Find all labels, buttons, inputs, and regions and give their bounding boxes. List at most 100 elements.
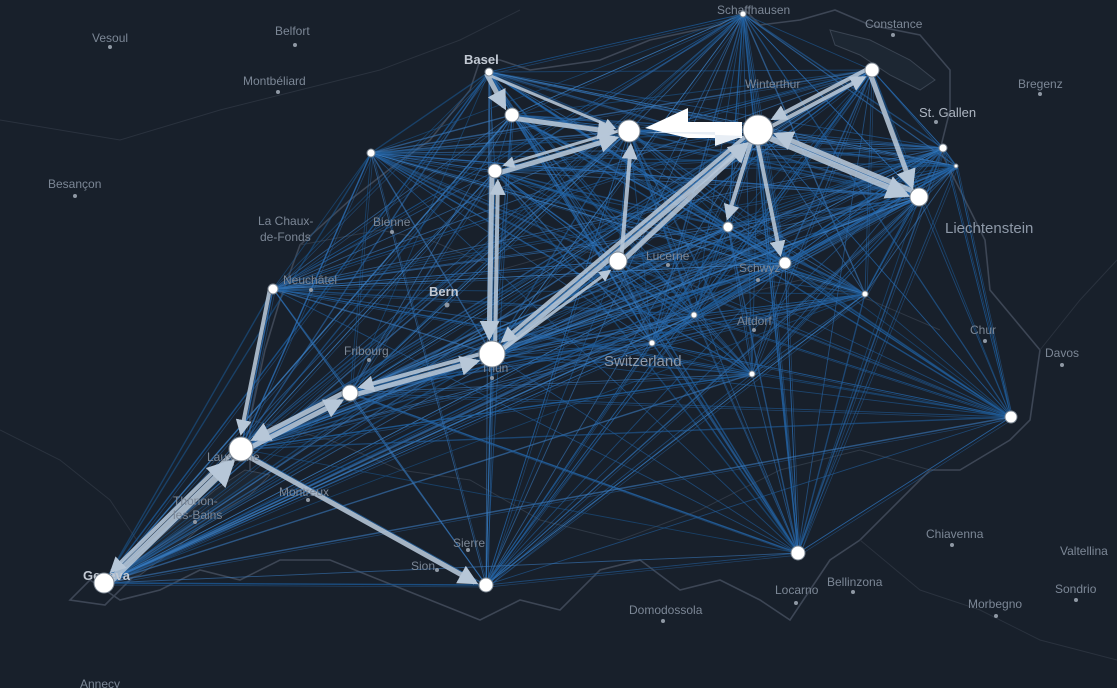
flow-line xyxy=(485,262,786,586)
flow-line xyxy=(240,71,490,450)
flow-line xyxy=(370,152,493,355)
node-fribourg[interactable] xyxy=(341,384,359,402)
flow-line xyxy=(349,392,799,554)
major-flow-arrow xyxy=(723,128,758,221)
major-flow-arrow xyxy=(770,65,872,121)
flow-line xyxy=(485,416,1012,586)
flow-line xyxy=(695,316,1014,420)
node-glarus[interactable] xyxy=(861,290,869,298)
flow-line xyxy=(240,129,759,450)
flow-line xyxy=(242,132,632,452)
place-switzerland: Switzerland xyxy=(604,353,682,370)
flow-line xyxy=(103,416,1012,584)
flow-line xyxy=(240,293,866,450)
node-jura[interactable] xyxy=(366,148,376,158)
flow-line xyxy=(372,154,922,200)
flow-line xyxy=(866,198,922,297)
flow-line xyxy=(491,314,695,355)
flow-line xyxy=(349,293,866,394)
major-flow-arrow xyxy=(511,115,618,140)
flow-line xyxy=(727,226,866,295)
node-olten[interactable] xyxy=(487,163,503,179)
flow-line xyxy=(370,152,496,172)
place-liechtenstein: Liechtenstein xyxy=(945,220,1033,237)
place-constance: Constance xyxy=(865,17,923,31)
place-basel: Basel xyxy=(464,52,499,67)
node-kreuzlingen[interactable] xyxy=(864,62,880,78)
flow-line xyxy=(491,353,753,375)
major-flow-arrow xyxy=(479,170,500,341)
node-valais[interactable] xyxy=(478,577,494,593)
flow-line xyxy=(494,114,513,172)
node-zug[interactable] xyxy=(722,221,734,233)
place-sion: Sion xyxy=(411,559,435,573)
flow-nodes[interactable] xyxy=(93,10,1018,594)
flow-line xyxy=(491,293,866,355)
flow-line xyxy=(488,69,873,73)
place-annecy: Annecy xyxy=(80,677,120,688)
node-aarau[interactable] xyxy=(617,119,641,143)
flow-line xyxy=(742,13,799,554)
place-winterthur: Winterthur xyxy=(745,77,800,91)
node-lucerne[interactable] xyxy=(608,251,628,271)
place-biel: Bienne xyxy=(373,215,411,229)
flow-line xyxy=(799,167,959,556)
flow-line xyxy=(784,69,873,264)
internal-boundary-6 xyxy=(1039,259,1117,351)
flow-line xyxy=(653,264,788,346)
node-obwalden[interactable] xyxy=(648,339,656,347)
flow-line xyxy=(272,260,619,290)
node-st-gallen[interactable] xyxy=(909,187,929,207)
node-appenzell-2[interactable] xyxy=(953,163,959,169)
flow-line xyxy=(487,295,868,588)
flow-line xyxy=(274,264,788,292)
node-basel[interactable] xyxy=(484,67,494,77)
flow-line xyxy=(274,131,761,292)
flow-line xyxy=(729,228,868,297)
major-flow-arrow xyxy=(241,398,345,454)
major-flow-arrow xyxy=(492,141,749,359)
node-nidwalden[interactable] xyxy=(690,311,698,319)
flow-line xyxy=(617,260,786,264)
flow-line xyxy=(485,260,619,586)
node-geneva[interactable] xyxy=(93,572,115,594)
flow-line xyxy=(272,196,920,290)
node-graubunden[interactable] xyxy=(1004,410,1018,424)
zurich-aarau-flow-arrow xyxy=(645,108,742,138)
node-schaffhausen[interactable] xyxy=(739,10,747,18)
flow-line xyxy=(494,13,744,172)
flow-line xyxy=(494,170,799,554)
flow-line xyxy=(491,353,799,554)
flow-line xyxy=(485,373,753,586)
node-basel-s[interactable] xyxy=(504,107,520,123)
flow-line xyxy=(485,293,866,586)
flow-line xyxy=(372,154,868,297)
flow-line xyxy=(617,196,920,262)
node-bern[interactable] xyxy=(478,340,506,368)
node-zurich[interactable] xyxy=(742,114,774,146)
flow-line xyxy=(653,344,801,556)
node-ticino[interactable] xyxy=(790,545,806,561)
major-flow-arrow xyxy=(618,143,638,262)
flow-line xyxy=(695,316,801,556)
flow-line xyxy=(488,71,957,167)
place-davos: Davos xyxy=(1045,346,1079,360)
flow-line xyxy=(372,154,697,318)
flow-line xyxy=(511,69,873,116)
node-neuchatel[interactable] xyxy=(267,283,279,295)
flow-line xyxy=(370,152,619,262)
flow-line xyxy=(485,353,493,586)
place-schaffhausen: Schaffhausen xyxy=(717,3,790,17)
node-uri[interactable] xyxy=(748,370,756,378)
flow-line xyxy=(864,293,1012,418)
node-lausanne[interactable] xyxy=(228,436,254,462)
node-appenzell-1[interactable] xyxy=(938,143,948,153)
flow-line xyxy=(786,149,946,266)
place-montbeliard: Montbéliard xyxy=(243,74,306,88)
flow-line xyxy=(103,71,490,584)
flow-line xyxy=(274,15,746,292)
node-schwyz[interactable] xyxy=(778,256,792,270)
flow-line xyxy=(242,295,868,452)
